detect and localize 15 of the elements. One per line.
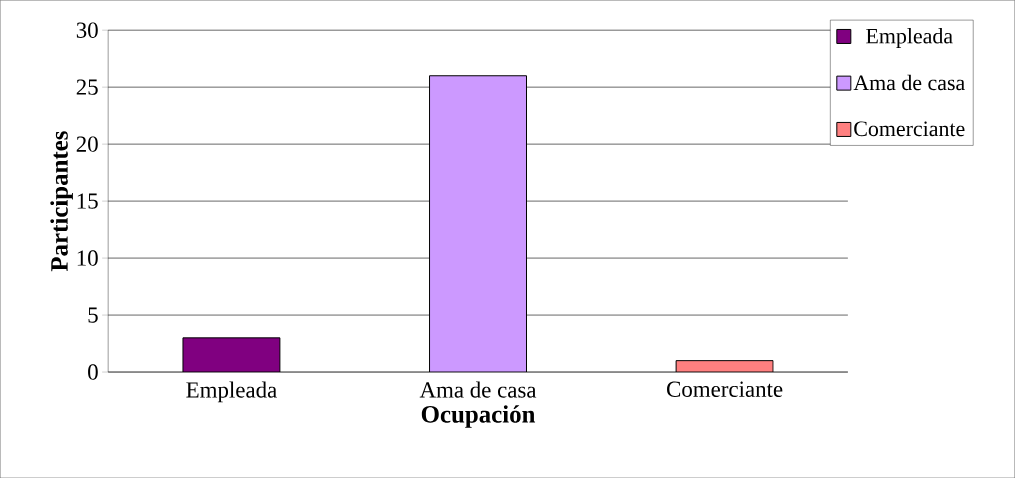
y-axis-title: Participantes xyxy=(50,131,73,272)
legend-label: Empleada xyxy=(866,28,953,48)
y-tick-label: 25 xyxy=(76,79,98,95)
legend-label: Ama de casa xyxy=(853,74,965,91)
x-axis-title: Ocupación xyxy=(421,405,536,428)
y-tick-label: 0 xyxy=(88,364,98,380)
y-tick-label: 15 xyxy=(77,193,98,209)
y-tick-label: 5 xyxy=(88,307,98,323)
y-tick-label: 20 xyxy=(76,136,98,152)
y-tick-label: 30 xyxy=(76,22,98,38)
x-tick-label: Comerciante xyxy=(667,381,783,397)
y-tick-label: 10 xyxy=(77,250,98,266)
x-tick-label: Ama de casa xyxy=(419,381,537,398)
legend-label: Comerciante xyxy=(854,121,965,137)
x-tick-label: Empleada xyxy=(186,381,277,403)
